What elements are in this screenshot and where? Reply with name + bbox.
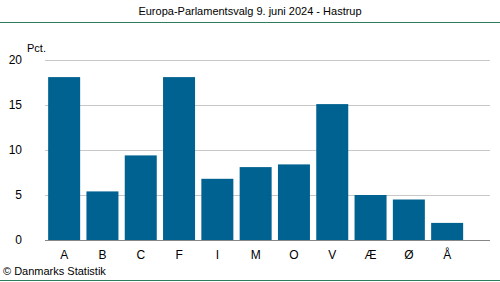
y-axis-label: Pct. [27,42,46,54]
bar [163,77,195,240]
bar [48,77,80,240]
bottom-rule [0,280,500,281]
y-tick-label: 15 [9,98,23,112]
grid-line [45,150,490,151]
bar [240,167,272,240]
bar [316,104,348,240]
bar [125,155,157,240]
x-tick-label: I [216,248,219,262]
y-tick-label: 10 [9,143,23,157]
x-tick-label: F [175,248,182,262]
top-rule [0,22,500,23]
grid-line [45,240,490,241]
x-axis [45,240,490,241]
chart: Europa-Parlamentsvalg 9. juni 2024 - Has… [0,0,500,282]
x-tick-label: B [98,248,106,262]
bars [48,77,463,240]
x-tick-label: Ø [404,248,413,262]
bar [86,191,118,240]
x-tick-label: A [60,248,68,262]
y-tick-label: 20 [9,53,23,67]
x-tick-label: V [328,248,336,262]
title: Europa-Parlamentsvalg 9. juni 2024 - Has… [138,5,361,17]
bar [393,200,425,241]
bar [355,195,387,240]
bar [278,164,310,240]
x-tick-label: Æ [365,248,377,262]
bar [201,179,233,240]
x-tick-label: O [289,248,298,262]
chart-container: Europa-Parlamentsvalg 9. juni 2024 - Has… [0,0,500,282]
bar [431,223,463,240]
x-tick-label: C [136,248,145,262]
grid-line [45,60,490,61]
x-tick-label: Å [443,247,451,262]
y-tick-label: 5 [15,188,22,202]
x-tick-label: M [251,248,261,262]
grid-line [45,105,490,106]
source: © Danmarks Statistik [3,265,106,277]
y-tick-label: 0 [15,233,22,247]
